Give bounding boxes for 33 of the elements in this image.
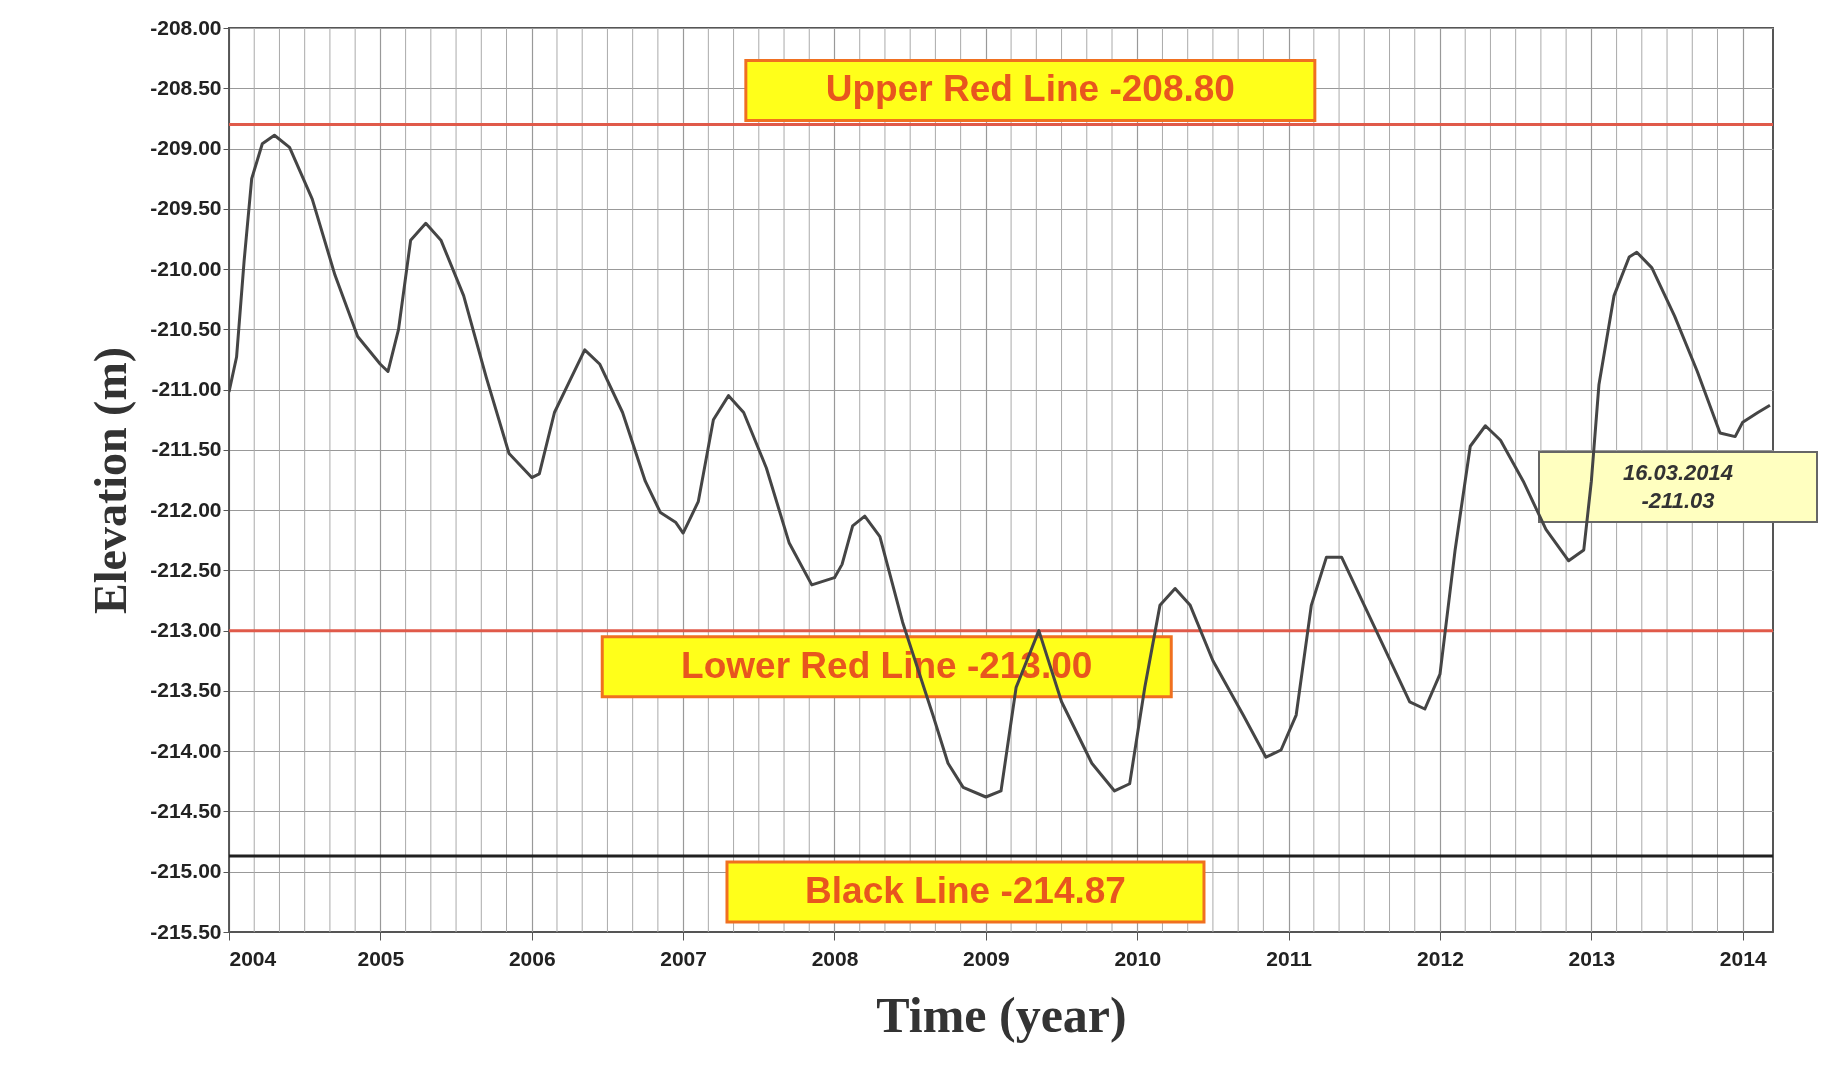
y-tick-label: -213.50 [150,678,222,702]
x-tick-label: 2014 [1719,946,1767,970]
x-tick-label: 2005 [357,946,405,970]
x-tick-label: 2009 [963,946,1010,970]
y-tick-label: -210.50 [150,316,222,340]
y-tick-label: -212.00 [150,497,222,521]
y-tick-label: -211.50 [151,437,222,461]
x-tick-label: 2007 [660,946,707,970]
x-axis-title: Time (year) [876,986,1127,1043]
y-tick-label: -210.00 [150,256,222,280]
y-tick-label: -213.00 [150,618,222,642]
y-tick-label: -214.50 [150,798,222,822]
y-tick-label: -209.50 [150,196,222,220]
y-tick-label: -211.00 [151,377,222,401]
y-tick-label: -212.50 [150,557,222,581]
y-tick-label: -215.50 [150,919,222,943]
x-tick-label: 2010 [1114,946,1162,970]
line-series [229,133,1772,799]
y-tick-label: -214.00 [150,738,222,762]
ref-line-label: Upper Red Line -208.80 [825,68,1235,110]
y-tick-label: -208.50 [150,75,222,99]
x-tick-label: 2008 [811,946,859,970]
x-tick-label: 2013 [1568,946,1616,970]
x-tick-label: 2006 [508,946,556,970]
annotation: 16.03.2014 -211.03 [1622,460,1734,513]
y-tick-label: -208.00 [150,15,222,39]
y-axis-title: Elevation (m) [85,346,137,615]
y-tick-label: -215.00 [150,859,222,883]
x-tick-label: 2012 [1417,946,1464,970]
ref-line-label: Black Line -214.87 [805,870,1126,912]
x-tick-label: 2011 [1266,946,1313,970]
x-tick-label: 2004 [229,946,277,970]
y-tick-label: -209.00 [150,136,222,160]
